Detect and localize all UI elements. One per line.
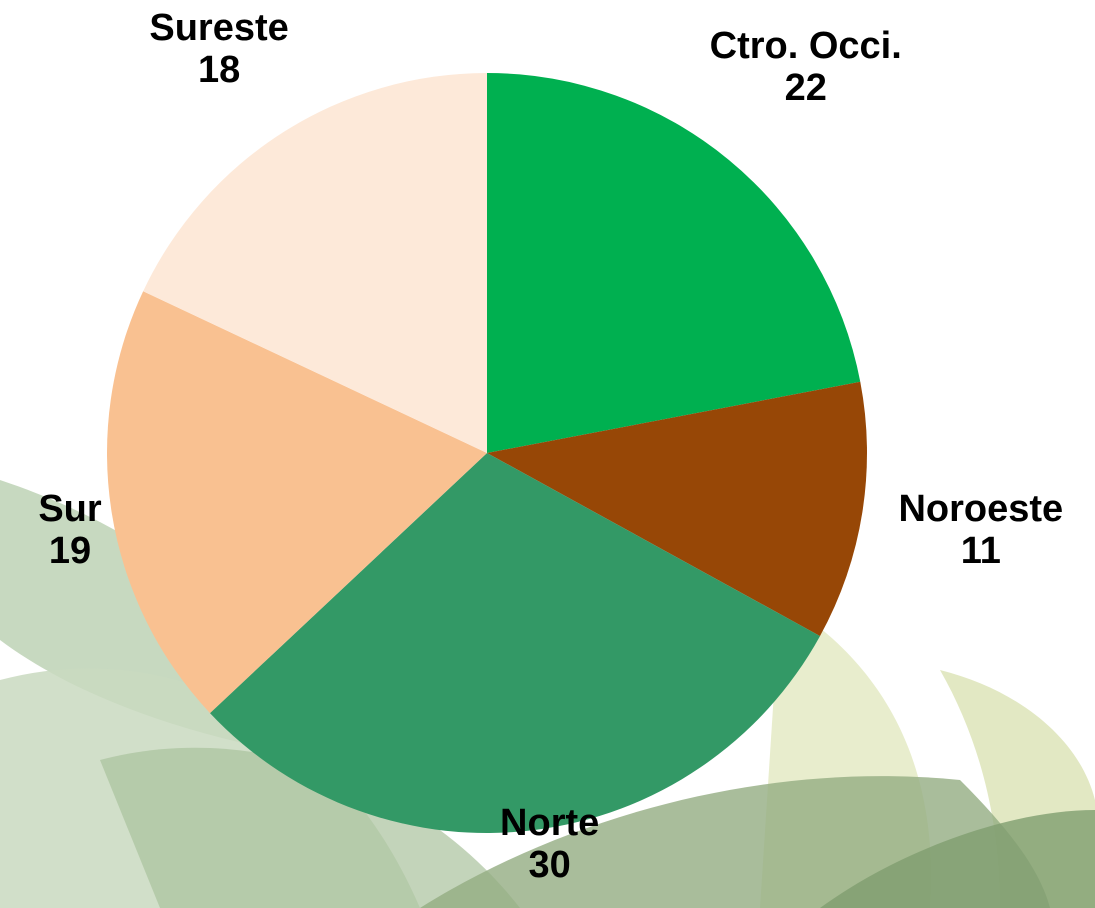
slice-label: Norte xyxy=(500,802,599,844)
pie-slice xyxy=(487,381,867,637)
slice-label: Noroeste xyxy=(898,488,1063,530)
value-label: 22 xyxy=(785,67,827,109)
slice-label: Sureste xyxy=(149,7,288,49)
pie-slice xyxy=(143,73,488,453)
value-label: 11 xyxy=(961,530,1001,572)
value-label: 19 xyxy=(49,530,91,572)
slice-label: Sur xyxy=(38,488,102,530)
slice-label: Ctro. Occi. xyxy=(710,25,902,67)
pie-slice xyxy=(487,73,861,453)
pie-slice xyxy=(209,453,820,833)
value-label: 18 xyxy=(198,49,240,91)
pie-slice xyxy=(106,291,487,714)
value-label: 30 xyxy=(529,844,571,886)
